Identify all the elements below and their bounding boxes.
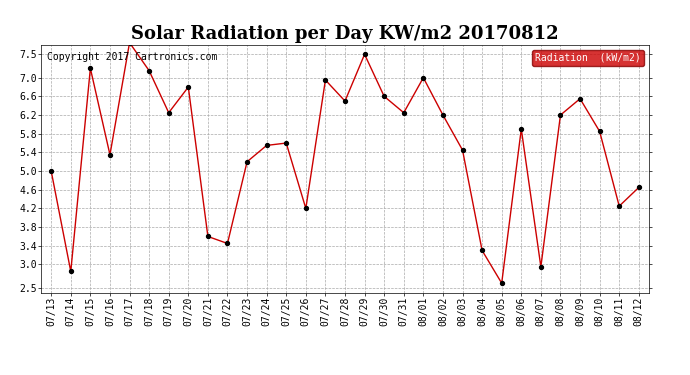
Text: Copyright 2017 Cartronics.com: Copyright 2017 Cartronics.com [48,53,218,62]
Point [379,93,390,99]
Point [183,84,194,90]
Point [437,112,448,118]
Point [535,264,546,270]
Point [418,75,429,81]
Point [575,96,586,102]
Point [359,51,370,57]
Point [613,203,624,209]
Point [594,128,605,134]
Point [46,168,57,174]
Point [222,240,233,246]
Point [339,98,351,104]
Point [261,142,272,148]
Point [300,206,311,212]
Point [202,234,213,240]
Point [457,147,468,153]
Point [164,110,175,116]
Legend: Radiation  (kW/m2): Radiation (kW/m2) [532,50,644,66]
Point [515,126,526,132]
Title: Solar Radiation per Day KW/m2 20170812: Solar Radiation per Day KW/m2 20170812 [131,26,559,44]
Point [85,65,96,71]
Point [241,159,253,165]
Point [124,40,135,46]
Point [281,140,292,146]
Point [496,280,507,286]
Point [477,248,488,254]
Point [320,77,331,83]
Point [66,268,77,274]
Point [104,152,115,158]
Point [555,112,566,118]
Point [633,184,644,190]
Point [144,68,155,74]
Point [398,110,409,116]
